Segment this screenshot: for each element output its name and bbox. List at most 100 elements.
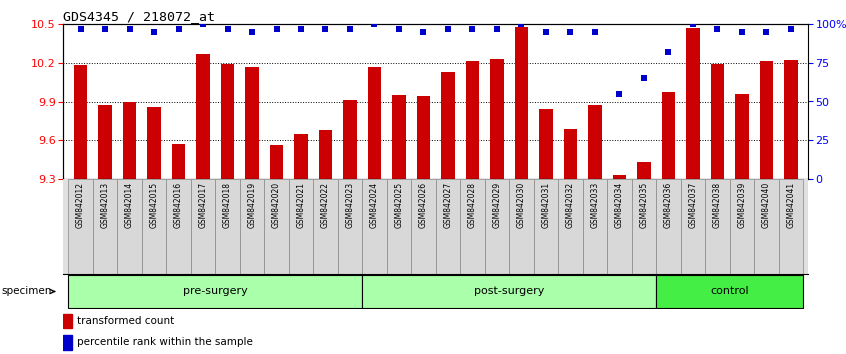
Bar — [632, 179, 656, 274]
Text: GSM842037: GSM842037 — [689, 182, 697, 228]
Bar — [485, 179, 509, 274]
Text: control: control — [711, 286, 749, 297]
Point — [343, 26, 357, 32]
Bar — [74, 65, 87, 179]
Bar — [270, 145, 283, 179]
Text: GSM842025: GSM842025 — [394, 182, 404, 228]
Bar — [93, 179, 118, 274]
Text: GSM842029: GSM842029 — [492, 182, 502, 228]
Bar — [288, 179, 313, 274]
Text: GSM842035: GSM842035 — [640, 182, 648, 228]
Point — [613, 91, 626, 97]
Point — [588, 29, 602, 35]
Bar — [637, 162, 651, 179]
Text: GSM842012: GSM842012 — [76, 182, 85, 228]
Bar — [142, 179, 167, 274]
Bar — [563, 129, 577, 179]
Point — [441, 26, 454, 32]
Bar — [69, 179, 93, 274]
Bar — [656, 275, 803, 308]
Bar — [221, 64, 234, 179]
Text: GSM842040: GSM842040 — [761, 182, 771, 228]
Point — [711, 26, 724, 32]
Bar — [196, 54, 210, 179]
Bar — [118, 179, 142, 274]
Bar — [760, 62, 773, 179]
Text: GSM842013: GSM842013 — [101, 182, 110, 228]
Bar — [172, 144, 185, 179]
Point — [784, 26, 798, 32]
Bar — [313, 179, 338, 274]
Point — [686, 21, 700, 27]
Text: GSM842030: GSM842030 — [517, 182, 526, 228]
Text: GSM842021: GSM842021 — [296, 182, 305, 228]
Text: GSM842019: GSM842019 — [248, 182, 256, 228]
Bar — [558, 179, 583, 274]
Point — [514, 21, 528, 27]
Text: GSM842032: GSM842032 — [566, 182, 575, 228]
Point — [393, 26, 406, 32]
Point — [294, 26, 308, 32]
Point — [539, 29, 552, 35]
Text: transformed count: transformed count — [77, 316, 174, 326]
Point — [147, 29, 161, 35]
Bar — [123, 102, 136, 179]
Text: GSM842026: GSM842026 — [419, 182, 428, 228]
Bar — [239, 179, 264, 274]
Bar — [784, 60, 798, 179]
Bar — [294, 134, 308, 179]
Text: GSM842039: GSM842039 — [738, 182, 746, 228]
Bar — [215, 179, 239, 274]
Point — [196, 21, 210, 27]
Point — [245, 29, 259, 35]
Bar — [436, 179, 460, 274]
Bar — [680, 179, 705, 274]
Bar — [583, 179, 607, 274]
Bar — [167, 179, 191, 274]
Text: GSM842038: GSM842038 — [713, 182, 722, 228]
Text: percentile rank within the sample: percentile rank within the sample — [77, 337, 253, 347]
Bar — [613, 175, 626, 179]
Text: GSM842024: GSM842024 — [370, 182, 379, 228]
Text: GSM842018: GSM842018 — [223, 182, 232, 228]
Bar — [387, 179, 411, 274]
Text: GSM842023: GSM842023 — [345, 182, 354, 228]
Bar — [534, 179, 558, 274]
Bar — [442, 72, 454, 179]
Bar — [711, 64, 724, 179]
Text: GSM842016: GSM842016 — [174, 182, 183, 228]
Bar — [343, 100, 357, 179]
Point — [465, 26, 479, 32]
Bar — [245, 67, 259, 179]
Text: post-surgery: post-surgery — [474, 286, 544, 297]
Text: specimen: specimen — [1, 286, 55, 297]
Point — [123, 26, 136, 32]
Text: GSM842028: GSM842028 — [468, 182, 477, 228]
Bar — [588, 105, 602, 179]
Point — [172, 26, 185, 32]
Text: GDS4345 / 218072_at: GDS4345 / 218072_at — [63, 10, 216, 23]
Text: GSM842041: GSM842041 — [786, 182, 795, 228]
Bar — [147, 107, 161, 179]
Point — [637, 75, 651, 81]
Bar — [539, 109, 552, 179]
Bar — [514, 27, 528, 179]
Point — [98, 26, 112, 32]
Bar — [319, 130, 332, 179]
Point — [270, 26, 283, 32]
Bar — [607, 179, 632, 274]
Bar — [460, 179, 485, 274]
Bar — [338, 179, 362, 274]
Bar — [686, 28, 700, 179]
Text: GSM842034: GSM842034 — [615, 182, 624, 228]
Bar — [63, 314, 73, 328]
Bar — [705, 179, 729, 274]
Bar — [362, 275, 656, 308]
Bar — [465, 62, 479, 179]
Text: GSM842022: GSM842022 — [321, 182, 330, 228]
Bar — [509, 179, 534, 274]
Bar — [729, 179, 754, 274]
Point — [735, 29, 749, 35]
Point — [760, 29, 773, 35]
Bar — [411, 179, 436, 274]
